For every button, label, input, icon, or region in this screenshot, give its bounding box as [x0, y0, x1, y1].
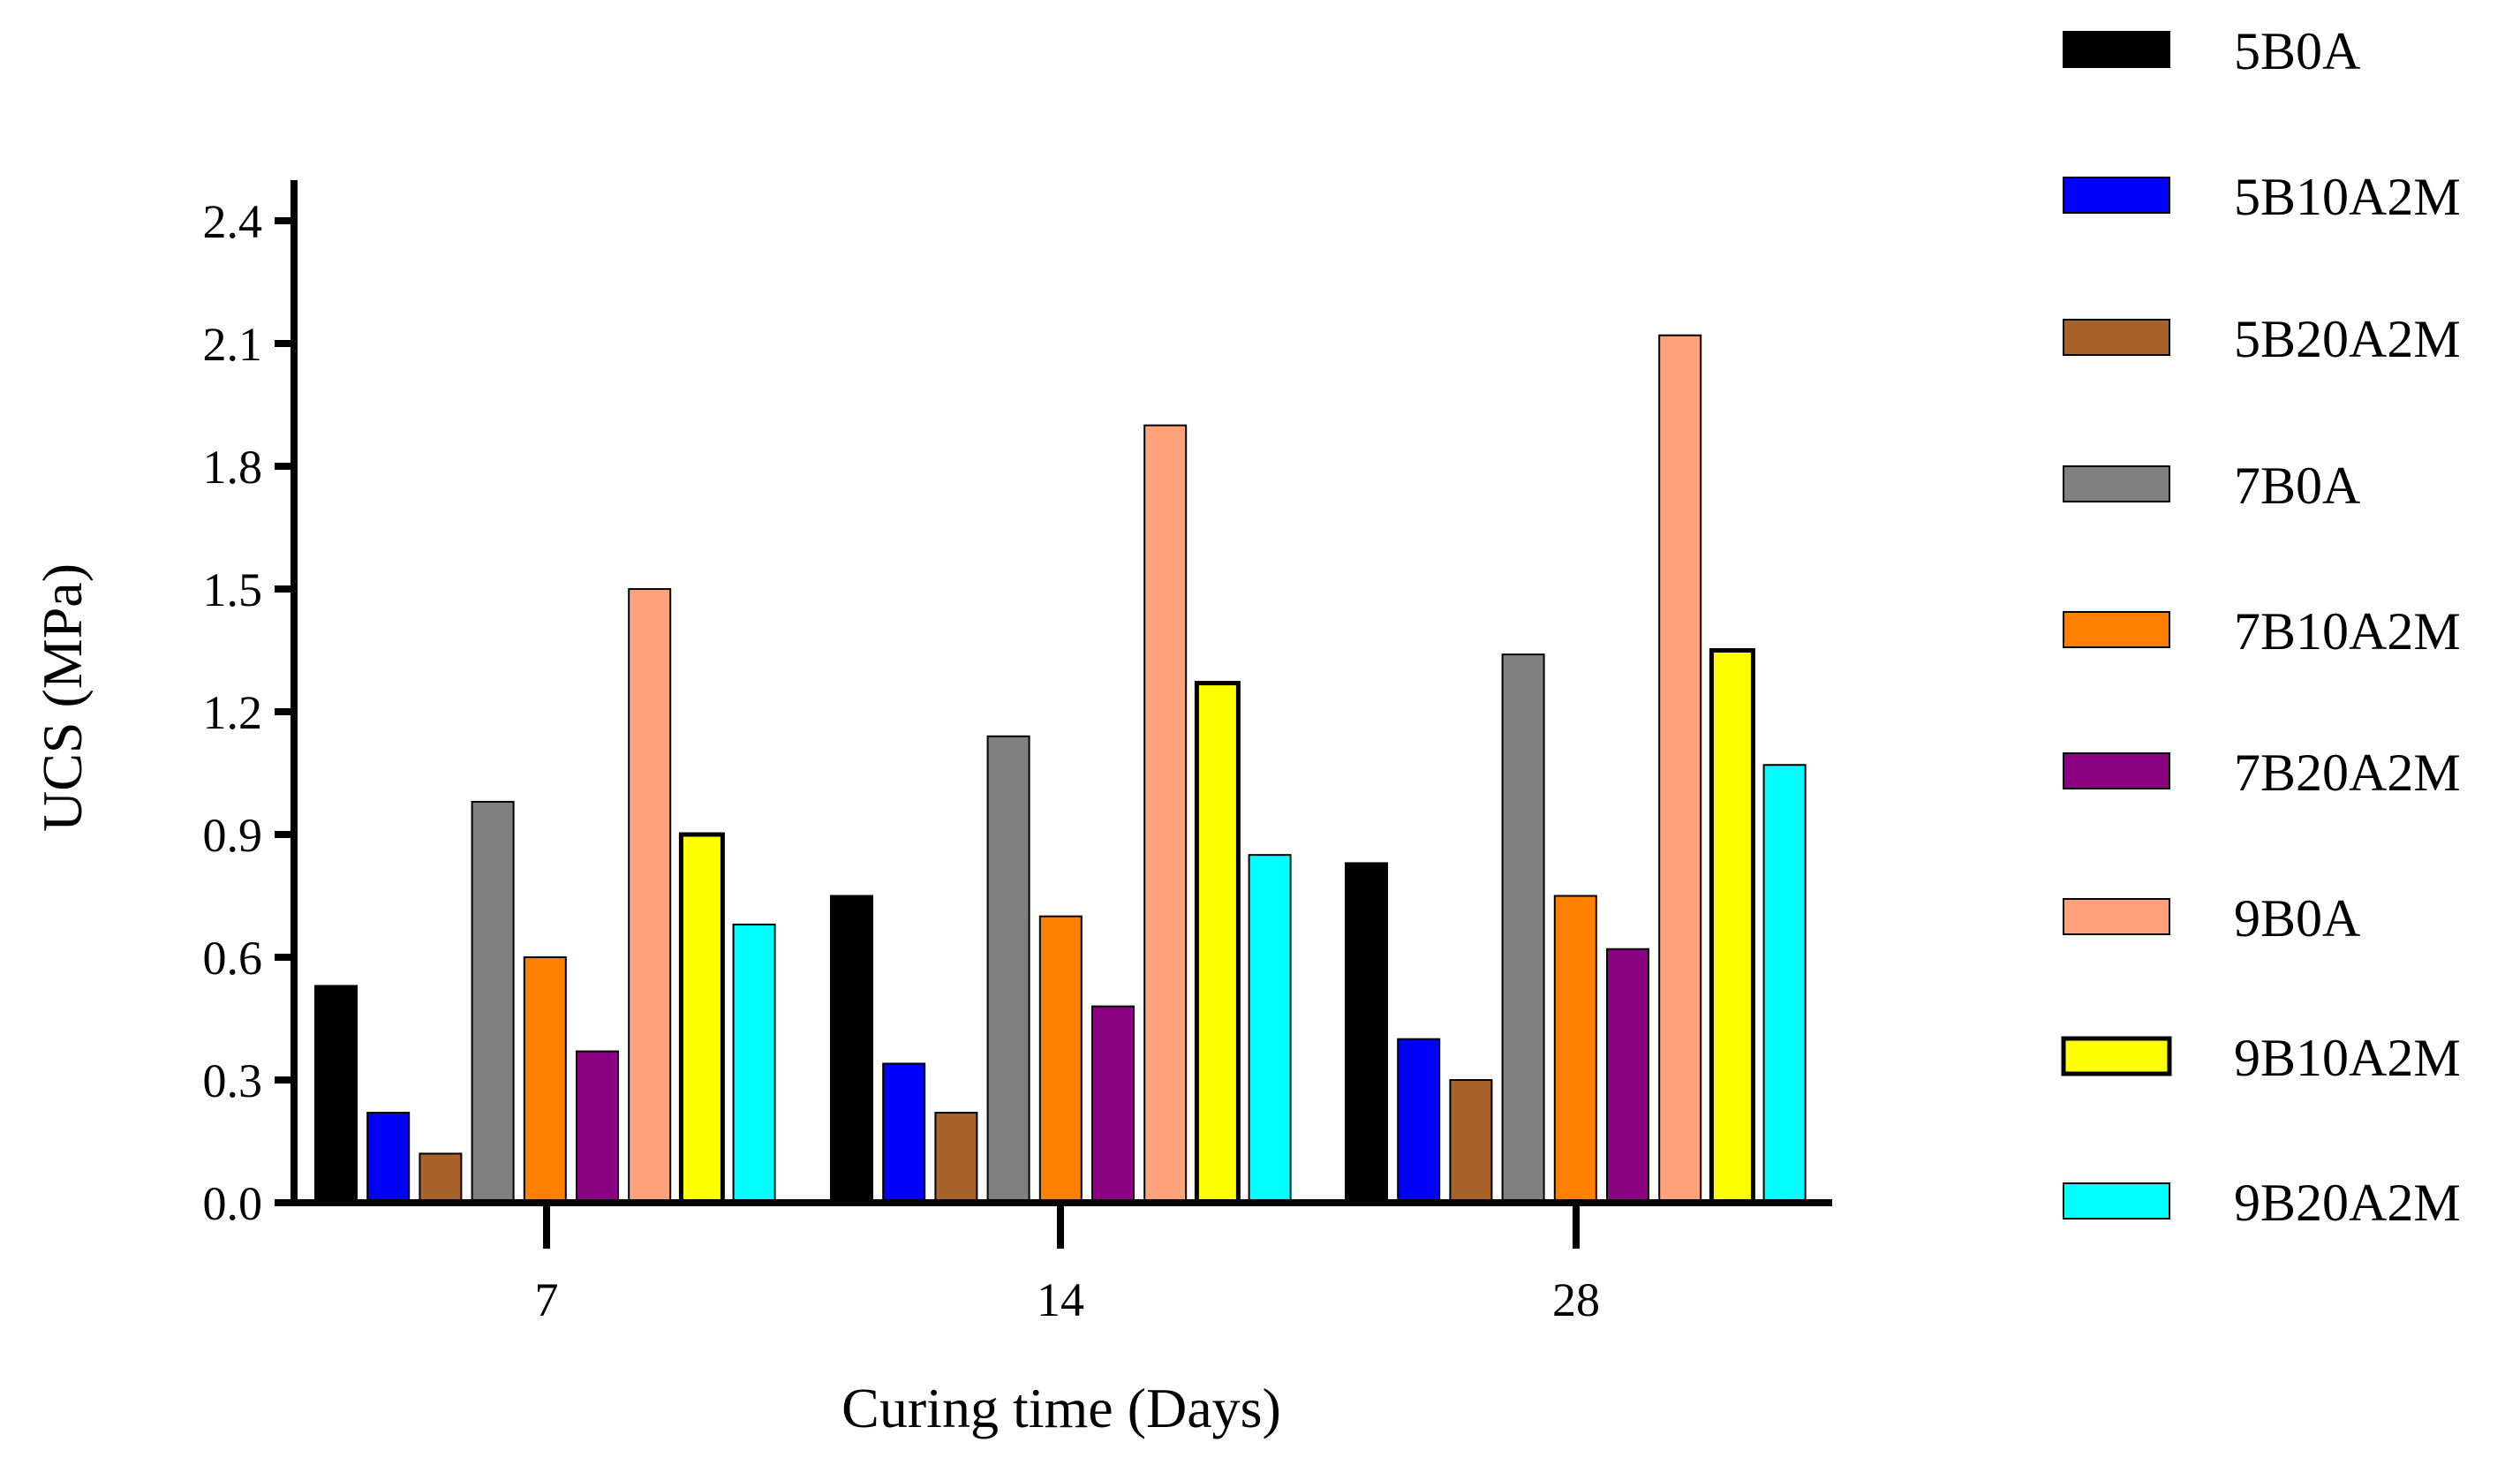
bar-7B20A2M-28: [1606, 948, 1649, 1204]
bar-5B20A2M-14: [934, 1112, 978, 1204]
legend-label-5B0A: 5B0A: [2234, 22, 2360, 80]
legend-swatch-5B0A: [2063, 31, 2170, 68]
legend-swatch-7B20A2M: [2063, 752, 2170, 789]
bar-9B20A2M-14: [1248, 854, 1292, 1204]
y-tick-label: 2.1: [203, 318, 263, 371]
x-tick-label: 7: [535, 1273, 559, 1326]
y-tick-label: 1.8: [203, 441, 263, 494]
bar-5B20A2M-28: [1449, 1079, 1493, 1204]
bars-layer: [314, 334, 1807, 1205]
bar-9B0A-28: [1658, 334, 1702, 1204]
bar-9B20A2M-7: [732, 923, 776, 1204]
bar-5B20A2M-7: [419, 1152, 463, 1204]
bar-5B0A-14: [830, 895, 873, 1204]
bar-7B0A-7: [471, 800, 515, 1204]
legend-swatch-5B10A2M: [2063, 177, 2170, 214]
y-tick-label: 0.9: [203, 809, 263, 862]
bar-7B0A-14: [986, 735, 1030, 1204]
legend-swatch-7B0A: [2063, 465, 2170, 502]
legend-swatch-7B10A2M: [2063, 611, 2170, 648]
bar-9B20A2M-28: [1762, 764, 1807, 1204]
bar-5B10A2M-28: [1397, 1038, 1441, 1204]
y-tick-label: 0.0: [203, 1177, 263, 1230]
y-tick-label: 1.2: [203, 686, 263, 739]
legend-label-9B10A2M: 9B10A2M: [2234, 1029, 2461, 1087]
legend-swatch-9B0A: [2063, 898, 2170, 935]
bar-5B10A2M-7: [366, 1112, 411, 1204]
legend-label-7B10A2M: 7B10A2M: [2234, 602, 2461, 661]
x-axis-title: Curing time (Days): [841, 1377, 1281, 1439]
bar-7B20A2M-7: [576, 1050, 619, 1204]
bar-5B10A2M-14: [882, 1062, 926, 1204]
y-tick-label: 1.5: [203, 563, 263, 616]
x-tick-label: 14: [1037, 1273, 1084, 1326]
y-tick-label: 0.3: [203, 1054, 263, 1107]
y-ticks: 0.0 0.3 0.6 0.9 1.2 1.5 1.8 2.1 2.4: [203, 195, 294, 1230]
legend-label-7B20A2M: 7B20A2M: [2234, 744, 2461, 802]
legend-swatch-9B20A2M: [2063, 1182, 2170, 1220]
x-ticks: 7 14 28: [535, 1203, 1600, 1326]
bar-7B10A2M-7: [523, 956, 567, 1204]
legend-label-5B20A2M: 5B20A2M: [2234, 310, 2461, 368]
bar-7B10A2M-28: [1553, 895, 1597, 1204]
legend-swatch-5B20A2M: [2063, 319, 2170, 356]
legend-swatch-9B10A2M: [2061, 1036, 2172, 1076]
bar-5B0A-7: [314, 985, 358, 1204]
bar-7B20A2M-14: [1091, 1005, 1135, 1204]
y-axis-title: UCS (MPa): [31, 563, 94, 832]
bar-9B0A-14: [1143, 424, 1188, 1204]
bar-5B0A-28: [1345, 862, 1388, 1204]
y-tick-label: 0.6: [203, 932, 263, 985]
legend-label-9B20A2M: 9B20A2M: [2234, 1174, 2461, 1232]
legend: 5B0A 5B10A2M 5B20A2M 7B0A 7B10A2M 7B20A2M 9B0A…: [2061, 22, 2461, 1232]
bar-9B10A2M-14: [1194, 681, 1241, 1205]
bar-9B10A2M-28: [1709, 648, 1755, 1205]
bar-7B0A-28: [1501, 653, 1545, 1204]
bar-9B10A2M-7: [678, 832, 725, 1205]
x-tick-label: 28: [1552, 1273, 1600, 1326]
legend-label-7B0A: 7B0A: [2234, 457, 2360, 515]
legend-label-9B0A: 9B0A: [2234, 889, 2360, 948]
bar-7B10A2M-14: [1038, 915, 1083, 1204]
y-tick-label: 2.4: [203, 195, 263, 248]
legend-label-5B10A2M: 5B10A2M: [2234, 168, 2461, 226]
bar-9B0A-7: [628, 588, 672, 1204]
